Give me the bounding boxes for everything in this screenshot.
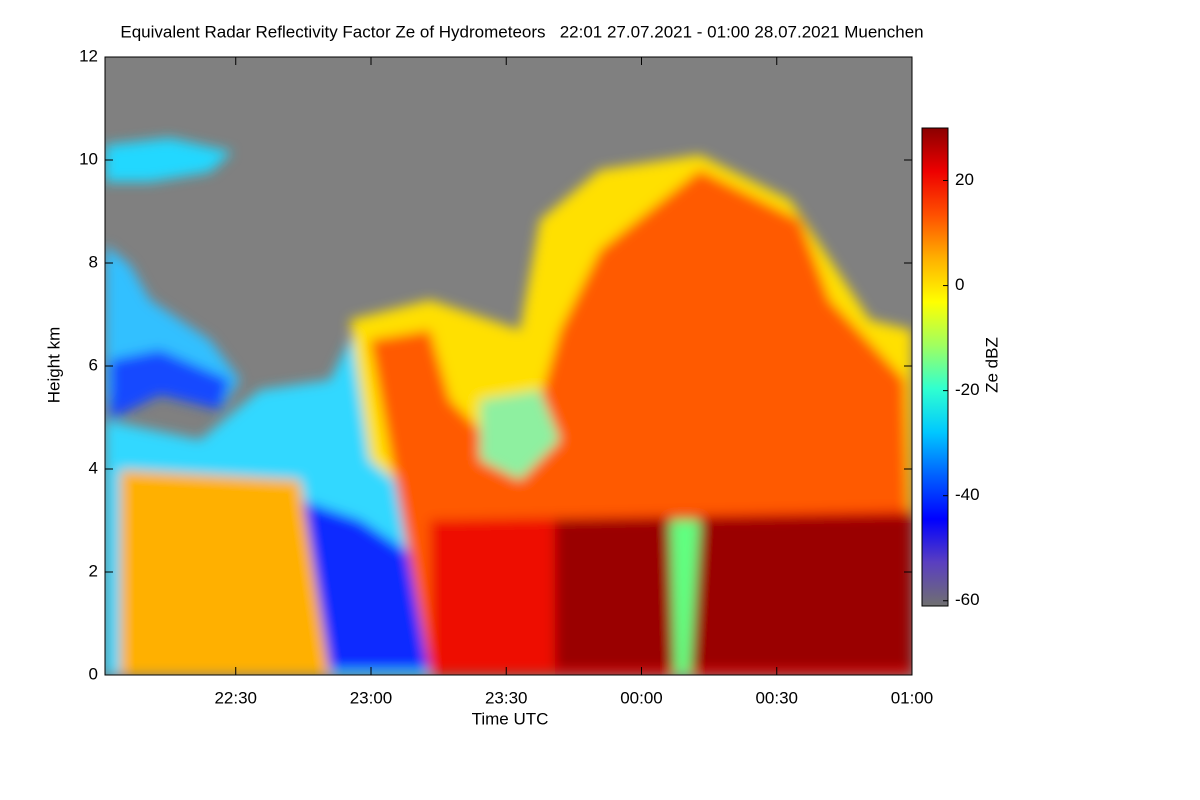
colorbar-label: Ze dBZ: [982, 337, 1001, 393]
y-axis-label: Height km: [44, 327, 63, 404]
x-axis-label: Time UTC: [472, 709, 549, 728]
x-tick-label: 22:30: [214, 688, 257, 707]
y-tick-label: 10: [79, 149, 98, 168]
colorbar-tick-label: 0: [955, 275, 964, 294]
x-tick-label: 23:30: [485, 688, 528, 707]
y-tick-label: 12: [79, 46, 98, 65]
y-tick-label: 2: [89, 561, 98, 580]
colorbar: [921, 127, 949, 607]
x-tick-label: 00:30: [755, 688, 798, 707]
chart-title: Equivalent Radar Reflectivity Factor Ze …: [120, 22, 923, 41]
x-tick-label: 00:00: [620, 688, 663, 707]
colorbar-tick-label: 20: [955, 170, 974, 189]
y-tick-label: 6: [89, 355, 98, 374]
colorbar-tick-label: -60: [955, 590, 980, 609]
x-tick-label: 01:00: [891, 688, 934, 707]
colorbar-tick-label: -20: [955, 380, 980, 399]
reflectivity-field: [105, 138, 912, 675]
y-tick-label: 0: [89, 664, 98, 683]
x-tick-label: 23:00: [350, 688, 393, 707]
colorbar-tick-label: -40: [955, 485, 980, 504]
y-tick-label: 8: [89, 252, 98, 271]
y-tick-label: 4: [89, 458, 98, 477]
